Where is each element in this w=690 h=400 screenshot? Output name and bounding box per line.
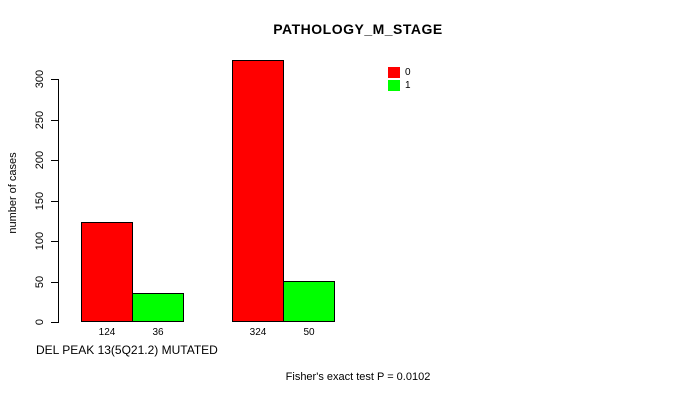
- bar-value-label: 50: [303, 327, 315, 338]
- legend-label-0: 0: [405, 67, 411, 78]
- y-tick-label: 300: [34, 69, 46, 89]
- bar-value-label: 124: [98, 327, 116, 338]
- y-tick: [51, 160, 59, 161]
- legend: 0 1: [388, 66, 411, 92]
- legend-swatch-green-icon: [388, 80, 400, 91]
- y-tick: [51, 241, 59, 242]
- y-tick-label: 250: [34, 110, 46, 130]
- bar-1-group2: [283, 281, 335, 322]
- y-tick: [51, 120, 59, 121]
- legend-swatch-red-icon: [388, 67, 400, 78]
- legend-entry-1: 1: [388, 79, 411, 92]
- x-axis-label: DEL PEAK 13(5Q21.2) MUTATED: [36, 343, 218, 357]
- legend-entry-0: 0: [388, 66, 411, 79]
- bar-0-group1: [81, 222, 133, 322]
- y-tick-label: 50: [34, 275, 46, 289]
- bar-0-group2: [232, 60, 284, 322]
- chart-title: PATHOLOGY_M_STAGE: [273, 21, 443, 37]
- bar-value-label: 36: [152, 327, 164, 338]
- y-tick: [51, 322, 59, 323]
- legend-label-1: 1: [405, 80, 411, 91]
- y-tick-label: 100: [34, 231, 46, 251]
- y-tick: [51, 201, 59, 202]
- y-tick-label: 150: [34, 191, 46, 211]
- bar-value-label: 324: [249, 327, 267, 338]
- y-tick-label: 0: [34, 318, 46, 326]
- y-tick: [51, 282, 59, 283]
- y-tick-label: 200: [34, 150, 46, 170]
- bar-1-group1: [132, 293, 184, 322]
- fisher-test-note: Fisher's exact test P = 0.0102: [285, 371, 431, 383]
- y-tick: [51, 79, 59, 80]
- y-axis-label: number of cases: [7, 152, 19, 234]
